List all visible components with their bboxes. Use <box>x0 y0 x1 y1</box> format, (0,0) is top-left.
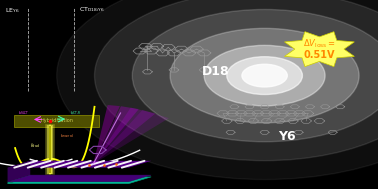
Circle shape <box>170 28 359 123</box>
Text: Hybridization: Hybridization <box>40 119 73 123</box>
Text: GS: GS <box>9 170 19 176</box>
Text: $\Delta V_{\rm loss}=$: $\Delta V_{\rm loss}=$ <box>303 37 336 50</box>
Polygon shape <box>93 106 139 164</box>
Polygon shape <box>93 110 169 164</box>
Polygon shape <box>285 32 354 67</box>
Text: Y6: Y6 <box>279 130 296 143</box>
Text: $k_{\rm SLCT}$: $k_{\rm SLCT}$ <box>18 109 29 117</box>
Circle shape <box>94 0 378 161</box>
Circle shape <box>204 45 325 106</box>
Circle shape <box>57 0 378 180</box>
Circle shape <box>132 9 378 142</box>
Circle shape <box>227 57 302 94</box>
Polygon shape <box>8 161 30 182</box>
Polygon shape <box>8 177 151 184</box>
Polygon shape <box>8 161 151 168</box>
Circle shape <box>242 64 287 87</box>
Polygon shape <box>8 175 151 182</box>
FancyBboxPatch shape <box>14 115 99 127</box>
Polygon shape <box>93 105 120 164</box>
Polygon shape <box>8 175 30 184</box>
Text: $\mathrm{LE_{Y6}}$: $\mathrm{LE_{Y6}}$ <box>5 6 19 15</box>
Text: 0.51V: 0.51V <box>304 50 335 60</box>
Polygon shape <box>8 175 151 182</box>
Text: $\mathrm{CT_{D18/Y6}}$: $\mathrm{CT_{D18/Y6}}$ <box>79 6 105 14</box>
Text: $k_{\rm rad}$: $k_{\rm rad}$ <box>29 141 40 150</box>
Text: $k_{\rm nonrad}$: $k_{\rm nonrad}$ <box>60 132 75 140</box>
Text: D18: D18 <box>201 65 229 78</box>
Text: $k_{\rm CT\text{-}R}$: $k_{\rm CT\text{-}R}$ <box>70 109 81 117</box>
Polygon shape <box>93 108 155 164</box>
